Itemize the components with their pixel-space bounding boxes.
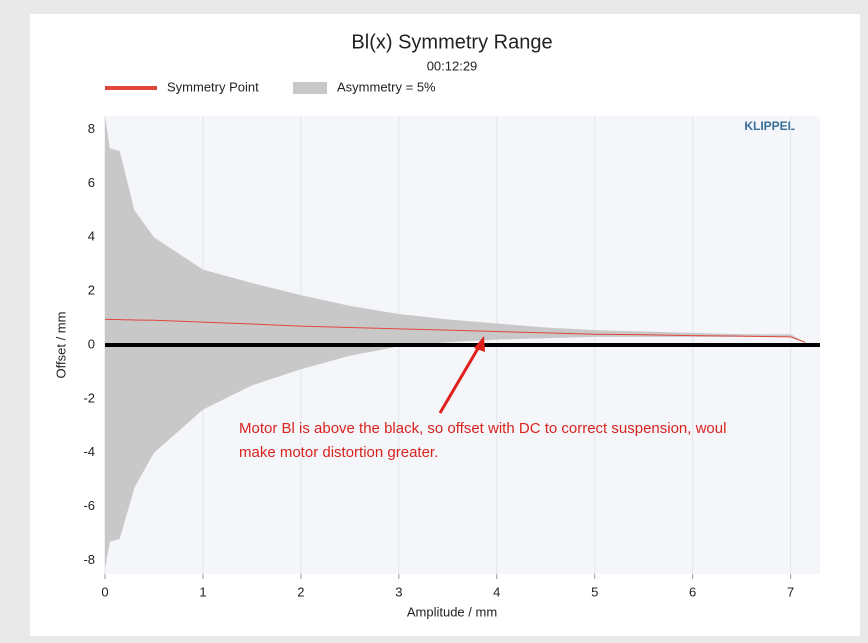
x-tick-label: 2 <box>297 584 304 599</box>
legend-label: Asymmetry = 5% <box>337 79 436 94</box>
legend-label: Symmetry Point <box>167 79 259 94</box>
annotation-arrowhead <box>474 336 485 352</box>
watermark: KLIPPEL <box>744 119 795 133</box>
annotation-text: make motor distortion greater. <box>239 444 438 461</box>
y-axis-label: Offset / mm <box>53 312 68 379</box>
y-tick-label: -4 <box>83 444 95 459</box>
y-tick-label: -8 <box>83 552 95 567</box>
x-tick-label: 3 <box>395 584 402 599</box>
y-tick-label: -6 <box>83 498 95 513</box>
x-tick-label: 5 <box>591 584 598 599</box>
x-tick-label: 4 <box>493 584 500 599</box>
y-tick-label: 2 <box>88 283 95 298</box>
x-tick-label: 1 <box>199 584 206 599</box>
x-tick-label: 6 <box>689 584 696 599</box>
x-axis-label: Amplitude / mm <box>407 604 497 619</box>
annotation-text: Motor Bl is above the black, so offset w… <box>239 420 726 437</box>
asymmetry-band <box>105 116 806 569</box>
chart-title: Bl(x) Symmetry Range <box>351 31 552 53</box>
x-tick-label: 7 <box>787 584 794 599</box>
y-tick-label: -2 <box>83 390 95 405</box>
annotation-arrow <box>438 344 482 414</box>
x-tick-label: 0 <box>101 584 108 599</box>
symmetry-line <box>105 318 806 343</box>
y-tick-label: 4 <box>88 229 95 244</box>
chart-subtitle: 00:12:29 <box>427 58 478 73</box>
y-tick-label: 6 <box>88 175 95 190</box>
y-tick-label: 8 <box>88 121 95 136</box>
y-tick-label: 0 <box>88 336 95 351</box>
legend-swatch <box>293 82 327 94</box>
